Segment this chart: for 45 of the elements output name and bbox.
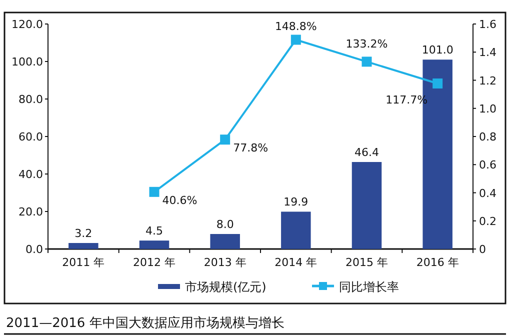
bar <box>210 234 240 249</box>
y-tick-label: 80.0 <box>18 93 43 106</box>
bar <box>139 240 170 249</box>
bar <box>281 212 311 249</box>
point <box>149 186 160 197</box>
legend-label: 市场规模(亿元) <box>185 280 266 294</box>
data-label: 46.4 <box>354 146 379 159</box>
data-label: 8.0 <box>216 218 234 231</box>
bar <box>352 162 382 249</box>
point <box>362 56 372 67</box>
data-label: 19.9 <box>284 196 308 209</box>
data-label: 3.2 <box>74 227 92 240</box>
y2-tick-label: 1.2 <box>479 74 496 88</box>
y2-tick-label: 1.4 <box>479 46 496 60</box>
bar <box>68 243 98 249</box>
x-tick-label: 2014 年 <box>274 256 318 269</box>
data-label: 40.6% <box>162 194 198 207</box>
point <box>220 134 230 145</box>
x-tick-label: 2011 年 <box>62 256 105 269</box>
y-tick-label: 120.0 <box>12 18 43 31</box>
data-label: 133.2% <box>346 38 388 51</box>
text: 2011—2016 年中国大数据应用市场规模与增长 <box>6 315 284 331</box>
y2-tick-label: 0 <box>479 243 486 256</box>
y2-tick-label: 0.4 <box>479 186 496 200</box>
y-tick-label: 0.0 <box>26 243 43 256</box>
data-label: 101.0 <box>422 44 454 57</box>
y2-tick-label: 1.0 <box>479 102 496 116</box>
y2-tick-label: 0.8 <box>479 130 496 144</box>
y2-tick-label: 1.6 <box>479 18 496 31</box>
y-tick-label: 100.0 <box>12 56 43 68</box>
data-label: 148.8% <box>274 20 317 33</box>
y-tick-label: 60.0 <box>18 130 43 144</box>
y2-tick-label: 0.2 <box>479 214 496 228</box>
x-tick-label: 2016 年 <box>416 256 459 269</box>
y-tick-label: 20.0 <box>18 206 43 218</box>
x-tick-label: 2015 年 <box>346 256 388 269</box>
y2-tick-label: 0.6 <box>479 158 496 172</box>
data-label: 77.8% <box>233 142 268 155</box>
point <box>432 78 443 88</box>
legend-label: 同比增长率 <box>339 280 399 294</box>
x-tick-label: 2012 年 <box>133 256 176 269</box>
point <box>290 34 301 45</box>
y-tick-label: 40.0 <box>18 168 43 181</box>
x-tick-label: 2013 年 <box>204 256 246 269</box>
data-label: 4.5 <box>146 224 163 238</box>
